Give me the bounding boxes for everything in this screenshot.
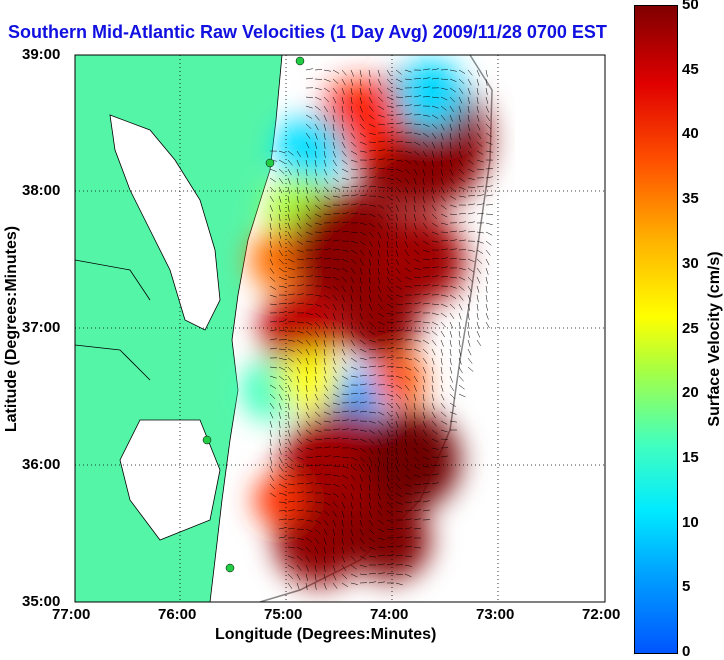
- colorbar-tick: 25: [682, 320, 699, 337]
- y-tick: 39:00: [22, 46, 60, 63]
- colorbar-tick: 0: [682, 643, 690, 660]
- x-tick: 72:00: [582, 606, 620, 623]
- x-tick: 75:00: [264, 606, 302, 623]
- y-tick: 36:00: [22, 456, 60, 473]
- colorbar-label: Surface Velocity (cm/s): [706, 234, 724, 444]
- x-axis-label: Longitude (Degrees:Minutes): [215, 626, 436, 644]
- colorbar-tick: 5: [682, 578, 690, 595]
- colorbar-tick: 15: [682, 449, 699, 466]
- colorbar-tick: 40: [682, 125, 699, 142]
- x-tick: 73:00: [476, 606, 514, 623]
- y-tick: 38:00: [22, 182, 60, 199]
- colorbar-tick: 20: [682, 384, 699, 401]
- x-tick: 76:00: [158, 606, 196, 623]
- y-tick: 37:00: [22, 319, 60, 336]
- colorbar-tick: 35: [682, 190, 699, 207]
- x-tick: 77:00: [52, 606, 90, 623]
- colorbar-tick: 50: [682, 0, 699, 13]
- colorbar-tick: 10: [682, 514, 699, 531]
- colorbar: [634, 5, 678, 654]
- y-axis-label: Latitude (Degrees:Minutes): [3, 219, 21, 439]
- colorbar-tick: 45: [682, 61, 699, 78]
- x-tick: 74:00: [370, 606, 408, 623]
- colorbar-tick: 30: [682, 255, 699, 272]
